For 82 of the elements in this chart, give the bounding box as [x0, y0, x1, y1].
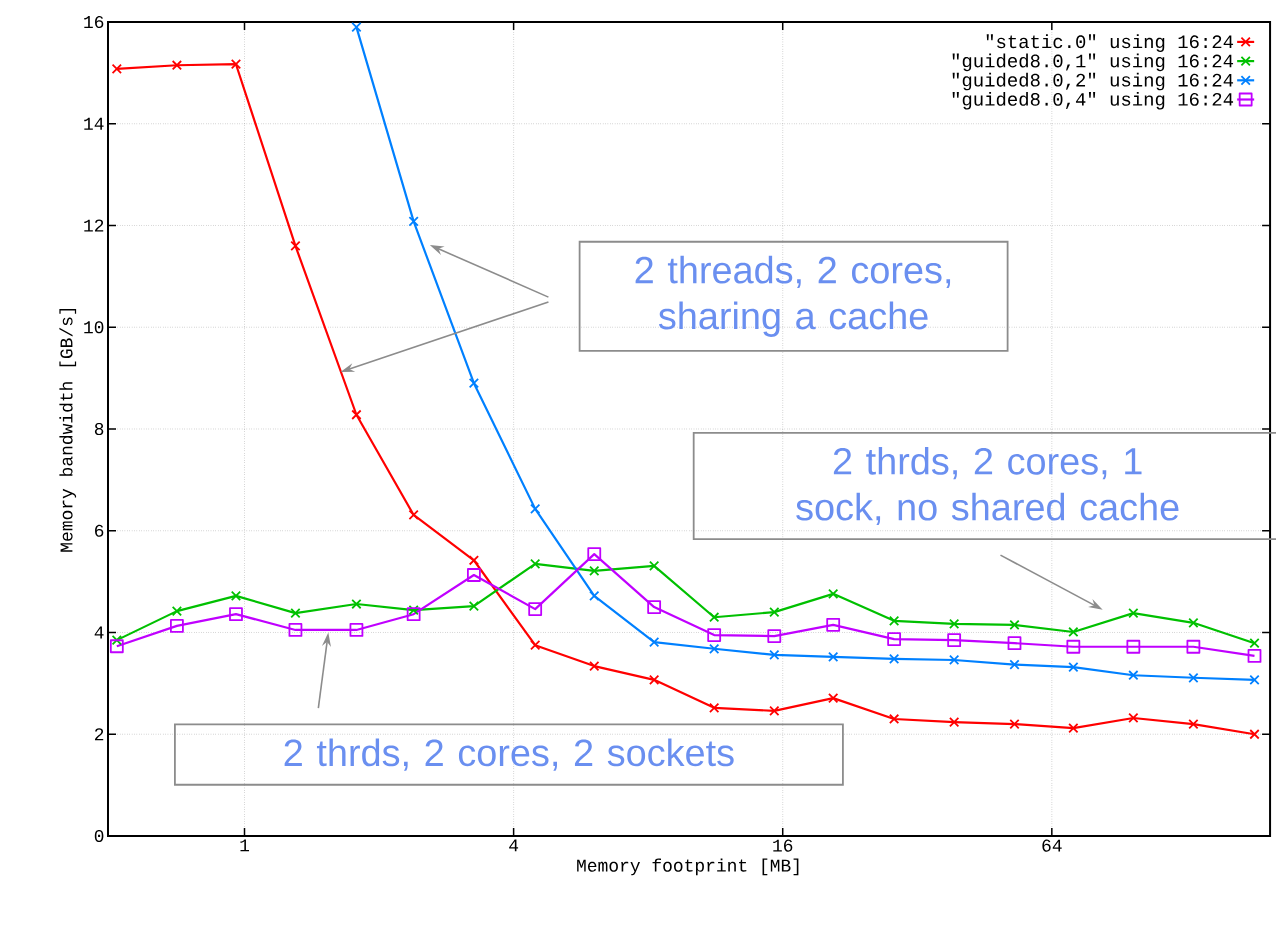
point: [111, 634, 122, 646]
point: [649, 560, 660, 571]
point: [1068, 626, 1079, 638]
point: [589, 565, 600, 577]
point: [1009, 718, 1020, 730]
legend-label: "guided8.0,2" using 16:24: [952, 72, 1234, 91]
y-tick-label: 4: [94, 626, 104, 639]
point: [589, 660, 600, 672]
point: [949, 716, 960, 728]
legend-label: "guided8.0,4" using 16:24: [952, 91, 1234, 110]
point: [1009, 619, 1020, 631]
point: [1186, 639, 1201, 654]
point: [1126, 639, 1141, 654]
point: [468, 555, 480, 566]
y-tick-label: 14: [84, 117, 104, 130]
point: [769, 705, 780, 716]
point: [707, 628, 722, 642]
annotation: 2 thrds, 2 cores, 1 sock, no shared cache: [796, 446, 1179, 526]
point: [767, 629, 782, 643]
point: [826, 617, 841, 632]
point: [1128, 712, 1139, 724]
point: [408, 604, 419, 616]
point: [1068, 723, 1079, 734]
point: [828, 588, 839, 599]
point: [467, 568, 481, 582]
point: [888, 713, 900, 725]
point: [1249, 729, 1260, 740]
point: [288, 623, 303, 637]
point: [230, 590, 242, 602]
point: [468, 600, 480, 612]
point: [1066, 639, 1081, 654]
point: [408, 509, 419, 521]
point: [171, 60, 183, 71]
legend-label: "guided8.0,1" using 16:24: [952, 53, 1234, 72]
y-tick-label: 6: [95, 524, 104, 537]
point: [949, 618, 960, 629]
point: [530, 640, 541, 651]
point: [1247, 649, 1262, 663]
point: [1007, 636, 1022, 651]
x-axis-title: Memory footprint [MB]: [577, 858, 799, 876]
point: [170, 618, 184, 633]
point: [709, 702, 720, 713]
point: [587, 547, 602, 562]
point: [406, 607, 421, 622]
point: [109, 639, 124, 654]
x-tick-label: 4: [509, 839, 519, 852]
annotation: 2 threads, 2 cores, sharing a cache: [635, 255, 951, 337]
y-tick-label: 8: [94, 422, 104, 436]
point: [290, 608, 301, 619]
point: [1188, 617, 1199, 628]
y-tick-label: 2: [94, 728, 104, 741]
y-axis-title: Memory bandwidth [GB/s]: [59, 308, 77, 552]
point: [1249, 638, 1260, 649]
point: [528, 602, 543, 616]
y-tick-label: 16: [84, 15, 104, 29]
point: [290, 240, 301, 251]
y-tick-label: 10: [84, 321, 104, 334]
x-tick-label: 1: [240, 839, 250, 852]
point: [530, 558, 541, 569]
point: [647, 600, 662, 614]
y-tick-label: 0: [94, 829, 104, 843]
point: [351, 409, 362, 420]
point: [649, 674, 660, 685]
point: [351, 598, 362, 610]
legend-label: "static.0" using 16:24: [986, 34, 1234, 52]
y-tick-label: 12: [84, 219, 104, 232]
point: [709, 612, 720, 623]
point: [230, 59, 242, 70]
point: [111, 63, 122, 74]
point: [888, 615, 900, 626]
annotation: 2 thrds, 2 cores, 2 sockets: [284, 738, 734, 771]
point: [171, 605, 183, 617]
x-tick-label: 16: [773, 839, 793, 852]
point: [887, 632, 902, 647]
point: [947, 633, 962, 648]
point: [1128, 608, 1139, 619]
point: [349, 623, 364, 637]
point: [769, 607, 780, 618]
point: [229, 607, 243, 622]
point: [1188, 718, 1199, 730]
x-tick-label: 64: [1042, 839, 1062, 852]
point: [828, 692, 839, 704]
